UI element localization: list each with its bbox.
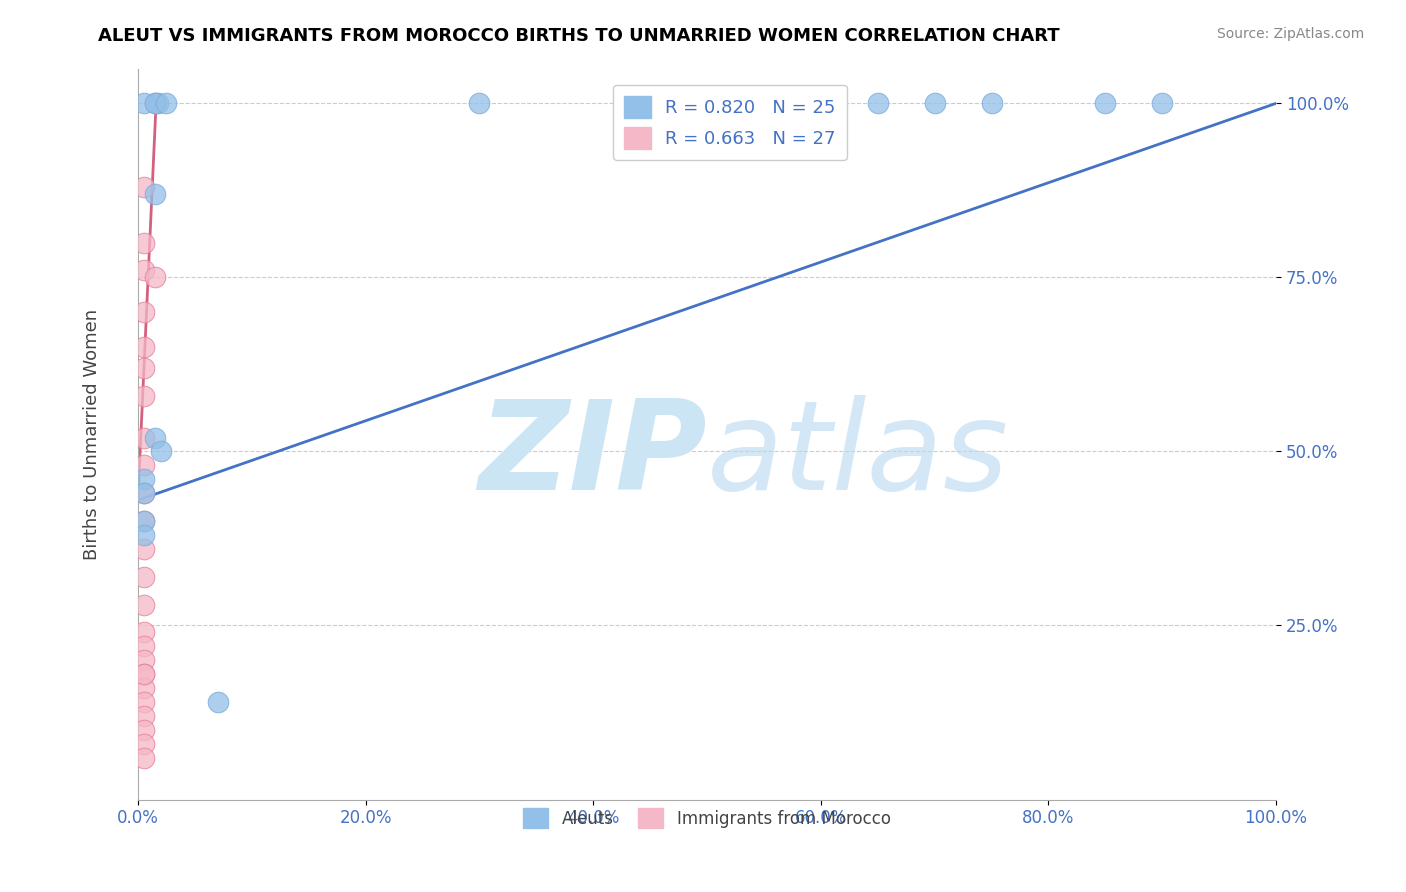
Point [132, 305, 155, 319]
Point [132, 653, 155, 667]
Point [155, 96, 177, 111]
Point [468, 96, 491, 111]
Point [149, 444, 172, 458]
Point [143, 96, 166, 111]
Point [143, 186, 166, 201]
Point [132, 340, 155, 354]
Point [143, 96, 166, 111]
Point [132, 667, 155, 681]
Point [866, 96, 889, 111]
Text: atlas: atlas [707, 395, 1010, 516]
Point [207, 695, 229, 709]
Point [132, 570, 155, 584]
Point [143, 430, 166, 444]
Point [1152, 96, 1174, 111]
Point [132, 472, 155, 486]
Point [696, 96, 718, 111]
Point [143, 270, 166, 285]
Point [132, 514, 155, 528]
Point [132, 263, 155, 277]
Text: Births to Unmarried Women: Births to Unmarried Women [83, 309, 101, 559]
Point [132, 737, 155, 751]
Point [132, 681, 155, 695]
Point [132, 430, 155, 444]
Point [132, 541, 155, 556]
Point [1094, 96, 1116, 111]
Point [980, 96, 1002, 111]
Point [132, 389, 155, 403]
Point [132, 458, 155, 473]
Point [132, 486, 155, 500]
Point [132, 96, 155, 111]
Legend: Aleuts, Immigrants from Morocco: Aleuts, Immigrants from Morocco [516, 801, 897, 835]
Point [132, 528, 155, 542]
Point [132, 514, 155, 528]
Text: ZIP: ZIP [478, 395, 707, 516]
Point [132, 625, 155, 640]
Point [148, 96, 170, 111]
Point [132, 235, 155, 250]
Point [132, 723, 155, 737]
Point [132, 360, 155, 375]
Point [132, 667, 155, 681]
Text: Source: ZipAtlas.com: Source: ZipAtlas.com [1216, 27, 1364, 41]
Text: ALEUT VS IMMIGRANTS FROM MOROCCO BIRTHS TO UNMARRIED WOMEN CORRELATION CHART: ALEUT VS IMMIGRANTS FROM MOROCCO BIRTHS … [98, 27, 1060, 45]
Point [132, 695, 155, 709]
Point [132, 640, 155, 654]
Point [132, 598, 155, 612]
Point [132, 486, 155, 500]
Point [924, 96, 946, 111]
Point [132, 750, 155, 764]
Point [132, 179, 155, 194]
Point [132, 709, 155, 723]
